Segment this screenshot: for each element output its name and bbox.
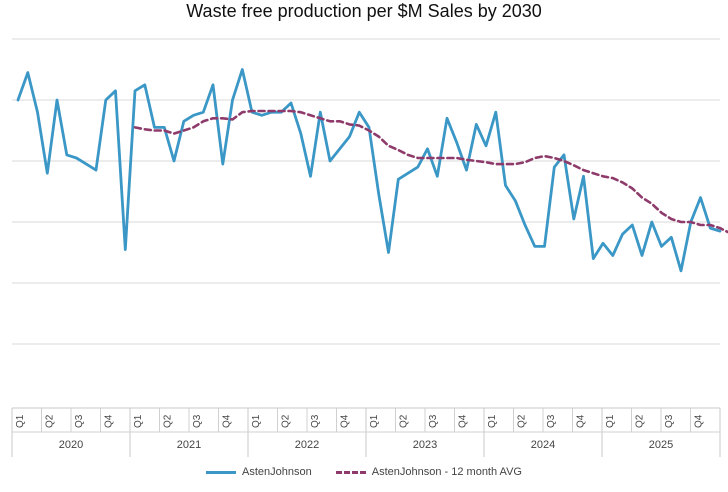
- quarter-label: Q1: [133, 414, 144, 428]
- legend-item-series-1: AstenJohnson: [206, 466, 312, 478]
- quarter-label: Q1: [487, 414, 498, 428]
- quarter-label: Q1: [605, 414, 616, 428]
- quarter-label: Q4: [575, 414, 586, 428]
- series-line-astenjohnson: [16, 68, 722, 273]
- quarter-label: Q3: [310, 414, 321, 428]
- quarter-label: Q3: [664, 414, 675, 428]
- quarter-label: Q4: [693, 414, 704, 428]
- quarter-label: Q3: [428, 414, 439, 428]
- year-label: 2024: [531, 439, 555, 451]
- legend-item-series-2: AstenJohnson - 12 month AVG: [335, 466, 522, 478]
- year-label: 2020: [59, 439, 83, 451]
- quarter-label: Q3: [74, 414, 85, 428]
- series-line-12-month-avg: [133, 109, 728, 234]
- quarter-label: Q1: [15, 414, 26, 428]
- legend: AstenJohnson AstenJohnson - 12 month AVG: [0, 466, 728, 478]
- legend-swatch-solid: [206, 470, 237, 474]
- series-lines: [16, 68, 728, 273]
- quarter-label: Q1: [369, 414, 380, 428]
- quarter-label: Q3: [192, 414, 203, 428]
- quarter-label: Q2: [516, 414, 527, 428]
- quarter-label: Q3: [546, 414, 557, 428]
- legend-label: AstenJohnson: [242, 466, 312, 478]
- quarter-label: Q2: [398, 414, 409, 428]
- quarter-label: Q2: [44, 414, 55, 428]
- quarter-label: Q4: [339, 414, 350, 428]
- legend-swatch-dashed: [335, 470, 366, 474]
- year-label: 2022: [295, 439, 319, 451]
- category-axis: Q1 Q2 Q3 Q4 2020 Q1 Q2 Q3 Q4 2021 Q1 Q2 Q3 Q4 2022 Q1 Q2…: [11, 407, 721, 457]
- legend-label: AstenJohnson - 12 month AVG: [371, 466, 522, 478]
- quarter-label: Q1: [251, 414, 262, 428]
- quarter-label: Q2: [162, 414, 173, 428]
- gridlines: [12, 38, 720, 345]
- quarter-label: Q4: [457, 414, 468, 428]
- year-label: 2023: [413, 439, 437, 451]
- chart-title: Waste free production per $M Sales by 20…: [186, 1, 542, 21]
- quarter-label: Q4: [103, 414, 114, 428]
- year-label: 2021: [177, 439, 201, 451]
- quarter-label: Q2: [634, 414, 645, 428]
- quarter-label: Q4: [221, 414, 232, 428]
- year-label: 2025: [649, 439, 673, 451]
- quarter-label: Q2: [280, 414, 291, 428]
